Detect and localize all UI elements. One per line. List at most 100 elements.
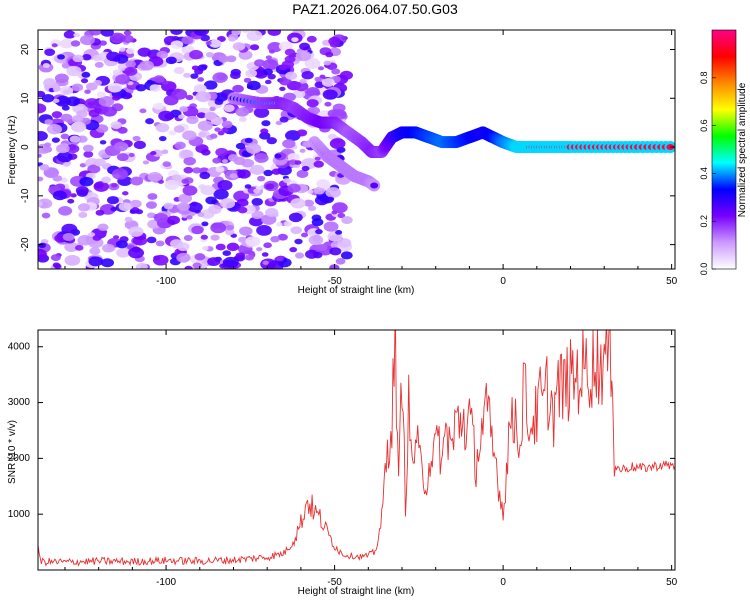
noise-blob <box>294 160 302 165</box>
noise-blob <box>323 60 332 66</box>
noise-blob <box>135 262 148 269</box>
noise-blob <box>222 256 239 268</box>
noise-blob <box>209 133 218 139</box>
noise-blob <box>87 164 101 174</box>
noise-blob <box>73 32 80 38</box>
noise-blob <box>183 156 196 166</box>
noise-blob <box>268 49 275 54</box>
noise-blob <box>210 234 220 241</box>
snr-xlabel: Height of straight line (km) <box>298 586 415 597</box>
x-tick-label: -100 <box>156 276 176 287</box>
noise-blob <box>204 111 217 121</box>
noise-blob <box>290 226 302 235</box>
y-tick-label: 10 <box>20 92 31 104</box>
noise-blob <box>325 187 341 198</box>
noise-blob <box>50 254 61 261</box>
noise-blob <box>251 197 263 206</box>
noise-blob <box>232 84 244 93</box>
noise-blob <box>70 193 77 198</box>
noise-blob <box>250 44 260 51</box>
colorbar-gradient <box>712 30 736 269</box>
noise-blob <box>178 114 185 119</box>
noise-blob <box>239 226 253 236</box>
noise-blob <box>335 257 346 265</box>
noise-blob <box>208 204 222 215</box>
noise-blob <box>308 234 324 246</box>
noise-blob <box>182 130 197 141</box>
noise-blob <box>89 30 102 36</box>
noise-blob <box>51 137 60 143</box>
noise-blob <box>96 91 106 98</box>
noise-blob <box>57 54 65 60</box>
noise-blob <box>291 37 299 43</box>
noise-blob <box>165 56 177 65</box>
noise-blob <box>66 119 74 124</box>
noise-blob <box>60 177 68 183</box>
noise-blob <box>93 79 102 86</box>
noise-blob <box>314 76 322 82</box>
noise-blob <box>195 91 212 103</box>
noise-blob <box>325 51 334 58</box>
noise-blob <box>202 245 209 251</box>
noise-blob <box>38 103 47 114</box>
noise-blob <box>267 30 282 36</box>
noise-blob <box>116 153 129 162</box>
noise-blob <box>229 71 241 80</box>
noise-blob <box>41 212 51 219</box>
noise-blob <box>48 78 55 83</box>
noise-blob <box>237 169 251 179</box>
spectrogram-xlabel: Height of straight line (km) <box>298 285 415 296</box>
noise-blob <box>324 101 332 107</box>
noise-blob <box>130 176 144 186</box>
noise-blob <box>52 98 60 103</box>
noise-blob <box>307 205 317 212</box>
noise-blob <box>284 48 296 56</box>
noise-blob <box>67 198 75 204</box>
noise-blob <box>102 243 115 253</box>
noise-blob <box>147 171 163 182</box>
noise-blob <box>174 141 186 150</box>
noise-blob <box>248 216 264 227</box>
noise-blob <box>79 176 94 187</box>
noise-blob <box>221 159 229 164</box>
noise-blob <box>115 74 131 85</box>
noise-blob <box>153 102 164 110</box>
noise-blob <box>218 55 230 63</box>
colorbar-tick-label: 0.4 <box>699 167 709 180</box>
y-tick-label: 20 <box>20 44 31 56</box>
noise-blob <box>337 212 346 219</box>
noise-blob <box>150 151 157 156</box>
noise-blob <box>249 164 265 175</box>
noise-blob <box>233 156 246 166</box>
noise-blob <box>311 218 324 227</box>
noise-blob <box>170 40 184 49</box>
noise-blob <box>71 83 84 92</box>
noise-blob <box>263 68 273 76</box>
noise-blob <box>111 168 128 180</box>
noise-blob <box>79 34 95 46</box>
noise-blob <box>78 211 88 218</box>
noise-blob <box>115 240 128 249</box>
noise-blob <box>253 188 261 194</box>
noise-blob <box>59 86 74 96</box>
y-tick-label: 1000 <box>8 509 31 520</box>
noise-blob <box>261 120 271 127</box>
noise-blob <box>279 86 286 92</box>
noise-blob <box>191 65 200 71</box>
noise-blob <box>70 40 81 47</box>
noise-blob <box>44 48 56 57</box>
noise-blob <box>84 89 91 94</box>
colorbar-tick-label: 0.2 <box>699 215 709 228</box>
noise-blob <box>296 169 309 178</box>
noise-blob <box>38 242 47 248</box>
noise-blob <box>44 119 54 125</box>
x-tick-label: -100 <box>156 577 176 588</box>
noise-blob <box>278 64 288 71</box>
x-tick-label: 50 <box>666 577 678 588</box>
noise-blob <box>66 65 82 77</box>
noise-blob <box>181 36 194 45</box>
noise-blob <box>52 190 67 201</box>
snr-background <box>38 330 675 570</box>
noise-blob <box>301 71 314 80</box>
